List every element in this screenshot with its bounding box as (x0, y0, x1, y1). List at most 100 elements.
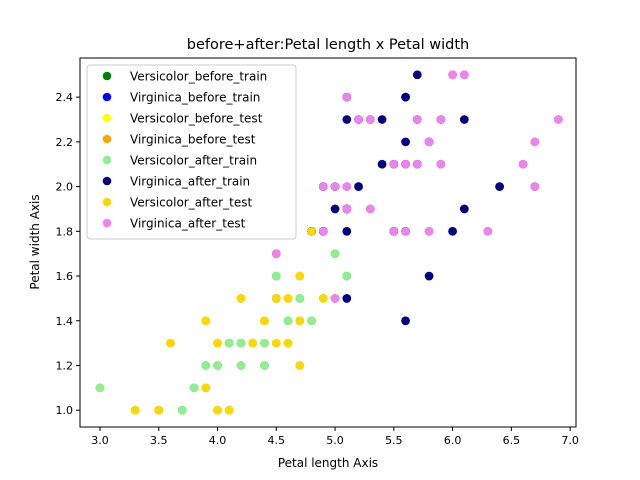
data-point (424, 271, 434, 281)
data-point (460, 115, 469, 124)
data-point (295, 294, 305, 303)
data-point (389, 159, 399, 169)
legend-label: Versicolor_before_test (130, 112, 263, 126)
data-point (295, 361, 305, 370)
legend: Versicolor_before_train Virginica_before_… (86, 64, 297, 240)
data-point (330, 294, 340, 303)
legend-marker (102, 134, 112, 144)
data-point (177, 405, 187, 415)
data-point (436, 115, 446, 124)
data-point (413, 70, 422, 80)
data-point (201, 316, 211, 326)
legend-label: Virginica_after_test (130, 217, 246, 231)
data-point (342, 204, 352, 214)
y-tick-label: 1.0 (56, 404, 74, 417)
data-point (260, 338, 269, 348)
data-point (283, 294, 293, 303)
data-point (330, 249, 340, 258)
x-tick-label: 6.0 (444, 434, 462, 447)
data-point (236, 338, 246, 348)
y-tick-label: 1.6 (56, 270, 74, 283)
data-point (342, 115, 352, 124)
data-point (271, 294, 281, 303)
data-point (460, 70, 469, 80)
data-point (271, 271, 281, 281)
legend-marker (102, 71, 112, 81)
y-axis-label: Petal width Axis (28, 194, 42, 289)
data-point (401, 159, 410, 169)
series-virginica-after-train (307, 70, 504, 326)
legend-label: Virginica_before_test (130, 133, 256, 147)
data-point (318, 294, 328, 303)
data-point (213, 405, 222, 415)
legend-label: Versicolor_after_test (130, 196, 252, 210)
plot-area (95, 70, 563, 415)
data-point (213, 361, 222, 370)
data-point (377, 159, 387, 169)
data-point (366, 204, 375, 214)
data-point (342, 182, 352, 191)
data-point (201, 383, 211, 393)
legend-marker (102, 155, 112, 165)
series-virginica-before-train (271, 70, 563, 326)
x-tick-label: 5.0 (326, 434, 344, 447)
data-point (295, 271, 305, 281)
y-tick-label: 1.4 (56, 315, 74, 328)
data-point (342, 294, 352, 303)
data-point (295, 316, 305, 326)
x-axis-ticks: 3.0 3.5 4.0 4.5 5.0 5.5 6.0 6.5 7.0 (91, 427, 579, 447)
legend-marker (102, 92, 112, 102)
data-point (318, 182, 328, 191)
data-point (413, 115, 422, 124)
data-point (436, 159, 446, 169)
data-point (377, 115, 387, 124)
x-tick-label: 3.0 (91, 434, 109, 447)
data-point (236, 361, 246, 370)
data-point (554, 115, 563, 124)
data-point (530, 182, 540, 191)
data-point (260, 316, 269, 326)
x-tick-label: 6.5 (503, 434, 521, 447)
data-point (483, 227, 493, 236)
legend-marker (102, 113, 112, 123)
legend-box (86, 64, 297, 240)
data-point (424, 137, 434, 147)
data-point (401, 137, 410, 147)
x-tick-label: 3.5 (150, 434, 168, 447)
plot-frame (79, 57, 577, 428)
data-point (307, 316, 316, 326)
y-tick-label: 1.2 (56, 360, 74, 373)
data-point (460, 204, 469, 214)
legend-marker (102, 218, 112, 228)
data-point (530, 137, 540, 147)
series-virginica-before-test (271, 70, 563, 303)
data-point (401, 316, 410, 326)
data-point (189, 383, 199, 393)
data-point (201, 361, 211, 370)
data-point (271, 338, 281, 348)
series-versicolor-after-train (95, 227, 352, 415)
x-tick-label: 7.0 (561, 434, 579, 447)
data-point (213, 338, 222, 348)
data-point (330, 204, 340, 214)
legend-label: Versicolor_after_train (130, 154, 257, 168)
data-point (248, 338, 258, 348)
x-axis-label: Petal length Axis (278, 456, 378, 470)
data-point (354, 115, 363, 124)
data-point (283, 316, 293, 326)
data-point (224, 338, 234, 348)
data-point (424, 227, 434, 236)
data-point (354, 182, 363, 191)
data-point (495, 182, 504, 191)
data-point (401, 227, 410, 236)
legend-marker (102, 176, 112, 186)
data-point (389, 227, 399, 236)
x-tick-label: 5.5 (385, 434, 403, 447)
data-point (166, 338, 175, 348)
legend-label: Versicolor_before_train (130, 70, 267, 84)
series-versicolor-after-test (130, 227, 328, 415)
data-point (95, 383, 105, 393)
legend-label: Virginica_before_train (130, 91, 260, 105)
x-tick-label: 4.5 (268, 434, 286, 447)
